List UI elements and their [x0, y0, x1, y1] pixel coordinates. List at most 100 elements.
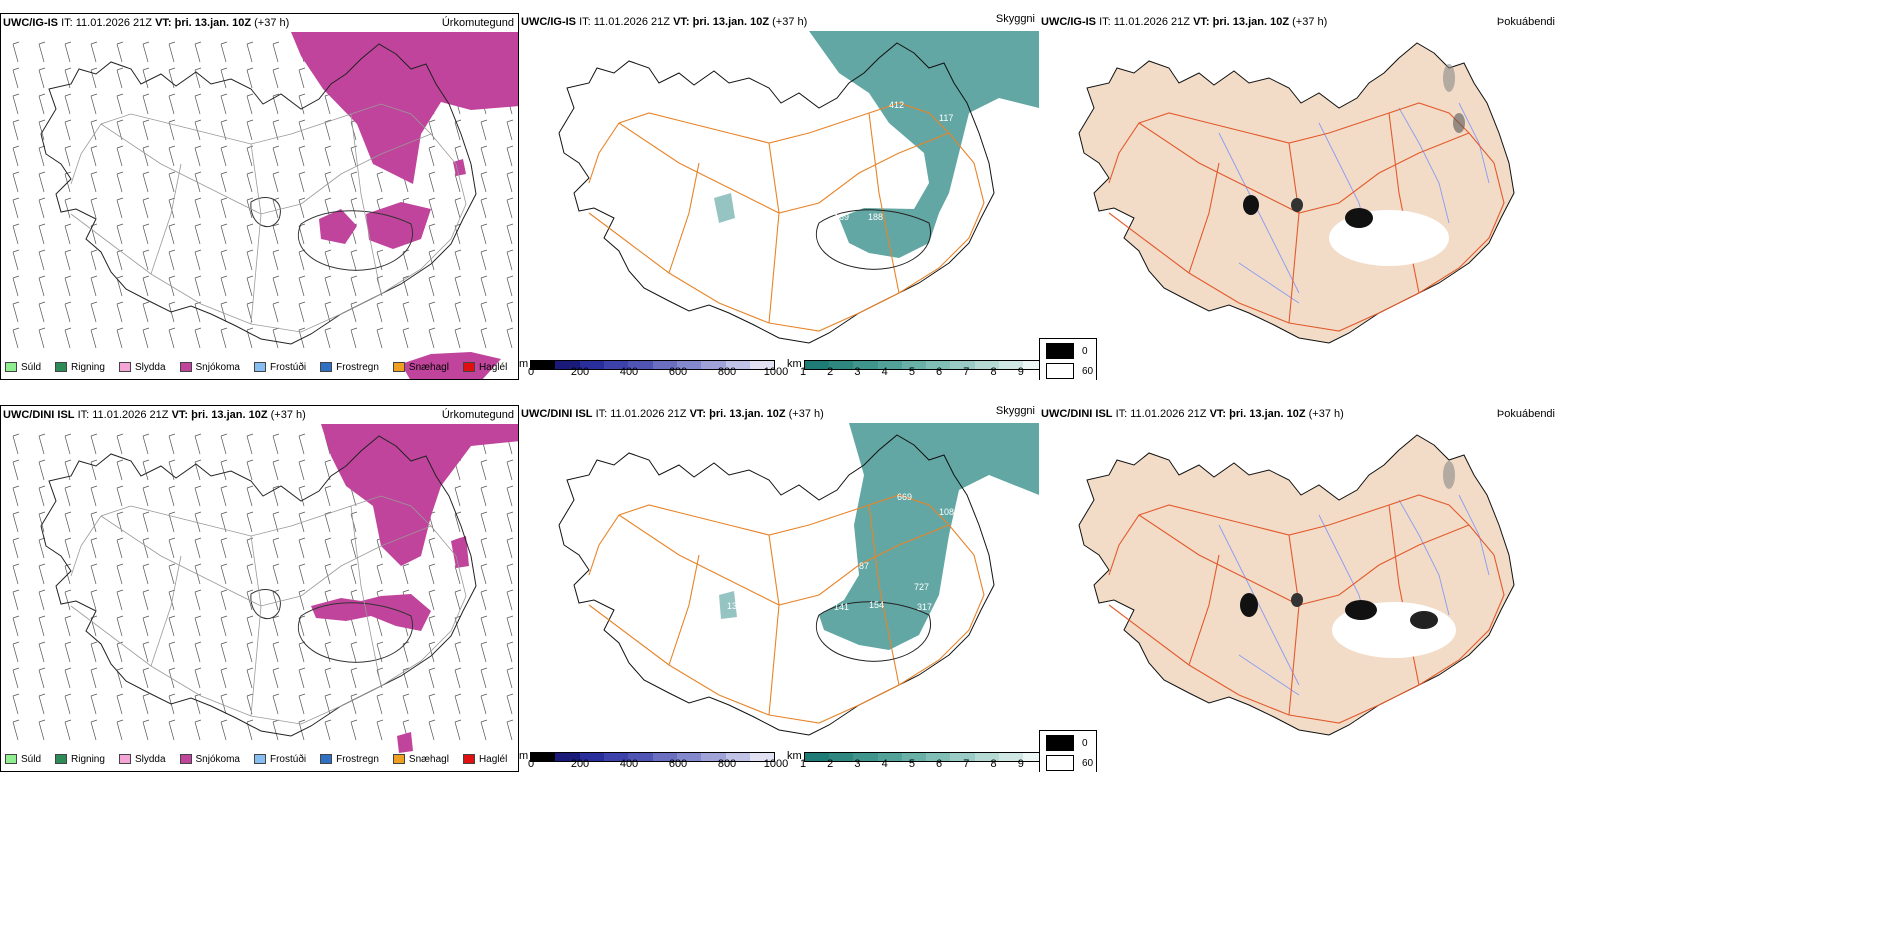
wind-barb	[272, 145, 280, 167]
legend-swatch	[179, 362, 192, 372]
model-name: UWC/DINI ISL	[1041, 408, 1113, 420]
snow-area	[291, 32, 518, 184]
fog-legend-label: 0	[1082, 345, 1088, 357]
fog-legend: 0 60	[1039, 338, 1097, 380]
colorbar-cell	[804, 753, 829, 761]
wind-barb	[298, 459, 306, 481]
legend-swatch	[392, 362, 405, 372]
vt-label: VT:	[673, 16, 690, 28]
wind-barb	[64, 249, 72, 271]
colorbar-cell	[828, 753, 854, 761]
wind-barb	[220, 67, 228, 89]
wind-barb	[350, 719, 358, 741]
legend-swatch	[320, 754, 333, 764]
wind-barb	[428, 171, 436, 193]
colorbar-cell	[853, 753, 878, 761]
it-value: 11.01.2026 21Z	[1130, 408, 1207, 420]
wind-barb	[90, 667, 98, 689]
wind-barb	[12, 197, 20, 219]
it-label: IT:	[579, 16, 591, 28]
wind-barb	[298, 301, 306, 323]
vt-label: VT:	[1193, 16, 1210, 28]
wind-barb	[272, 327, 280, 349]
wind-barb	[64, 223, 72, 245]
wind-barb	[350, 327, 358, 349]
wind-barb	[506, 641, 514, 663]
low-visibility-area	[819, 423, 1039, 650]
wind-barb	[272, 93, 280, 115]
wind-barb	[350, 145, 358, 167]
fog-legend-box	[1046, 343, 1074, 359]
wind-barb	[64, 41, 72, 63]
wind-barb	[64, 537, 72, 559]
legend-swatch	[118, 754, 131, 764]
model-name: UWC/IG-IS	[3, 17, 58, 29]
wind-barb	[90, 459, 98, 481]
wind-barb	[272, 459, 280, 481]
wind-barb	[194, 93, 202, 115]
wind-barb	[246, 615, 254, 637]
wind-barb	[194, 719, 202, 741]
wind-barb	[38, 485, 46, 507]
legend-swatch	[55, 754, 68, 764]
wind-barb	[142, 301, 150, 323]
colorbar-tick: 1000	[763, 366, 789, 378]
legend-label: Súld	[21, 753, 42, 765]
wind-barb	[116, 693, 124, 715]
colorbar-cell	[652, 753, 677, 761]
fog-map	[1078, 434, 1515, 736]
wind-barb	[298, 171, 306, 193]
wind-barb	[350, 667, 358, 689]
wind-barb	[116, 67, 124, 89]
colorbar-tick: 7	[963, 366, 970, 378]
wind-barb	[168, 641, 176, 663]
wind-barb	[194, 693, 202, 715]
wind-barb	[454, 197, 462, 219]
wind-barb	[272, 249, 280, 271]
wind-barb	[38, 249, 46, 271]
wind-barb	[454, 275, 462, 297]
wind-barb	[142, 615, 150, 637]
wind-barb	[506, 615, 514, 637]
height-colorbar: m	[519, 358, 776, 370]
wind-barb	[376, 719, 384, 741]
wind-barb	[506, 275, 514, 297]
wind-barb	[168, 275, 176, 297]
model-name: UWC/IG-IS	[521, 16, 576, 28]
wind-barb	[298, 667, 306, 689]
height-colorbar-cells	[530, 360, 776, 370]
wind-barb	[246, 537, 254, 559]
legend-item: Rigning	[55, 754, 105, 765]
wind-barb	[350, 563, 358, 585]
legend-label: Súld	[21, 361, 42, 373]
visibility-label: 154	[869, 600, 884, 610]
wind-barb	[220, 119, 228, 141]
fog-grey-area	[1291, 198, 1303, 212]
wind-barb	[194, 171, 202, 193]
wind-barb	[298, 275, 306, 297]
wind-barb	[64, 641, 72, 663]
wind-barb	[142, 563, 150, 585]
fog-legend-box	[1046, 755, 1074, 771]
wind-barb	[220, 223, 228, 245]
visibility-label: 669	[897, 492, 912, 502]
wind-barb	[454, 511, 462, 533]
colorbar-cell	[853, 361, 878, 369]
wind-barb	[38, 719, 46, 741]
wind-barb	[246, 145, 254, 167]
wind-barb	[506, 511, 514, 533]
wind-barb	[480, 615, 488, 637]
legend-item: Súld	[5, 362, 41, 373]
wind-barb	[116, 641, 124, 663]
colorbar-tick: 7	[963, 758, 970, 770]
lead-time: (+37 h)	[1308, 408, 1344, 420]
glacier-outline	[297, 210, 414, 271]
wind-barb	[272, 563, 280, 585]
colorbar-tick: 0	[527, 758, 535, 770]
wind-barb	[194, 67, 202, 89]
roads	[588, 494, 985, 724]
panel-title: Skyggni	[995, 405, 1035, 417]
wind-barb	[142, 119, 150, 141]
wind-barb	[246, 511, 254, 533]
colorbar-tick: 6	[936, 758, 943, 770]
